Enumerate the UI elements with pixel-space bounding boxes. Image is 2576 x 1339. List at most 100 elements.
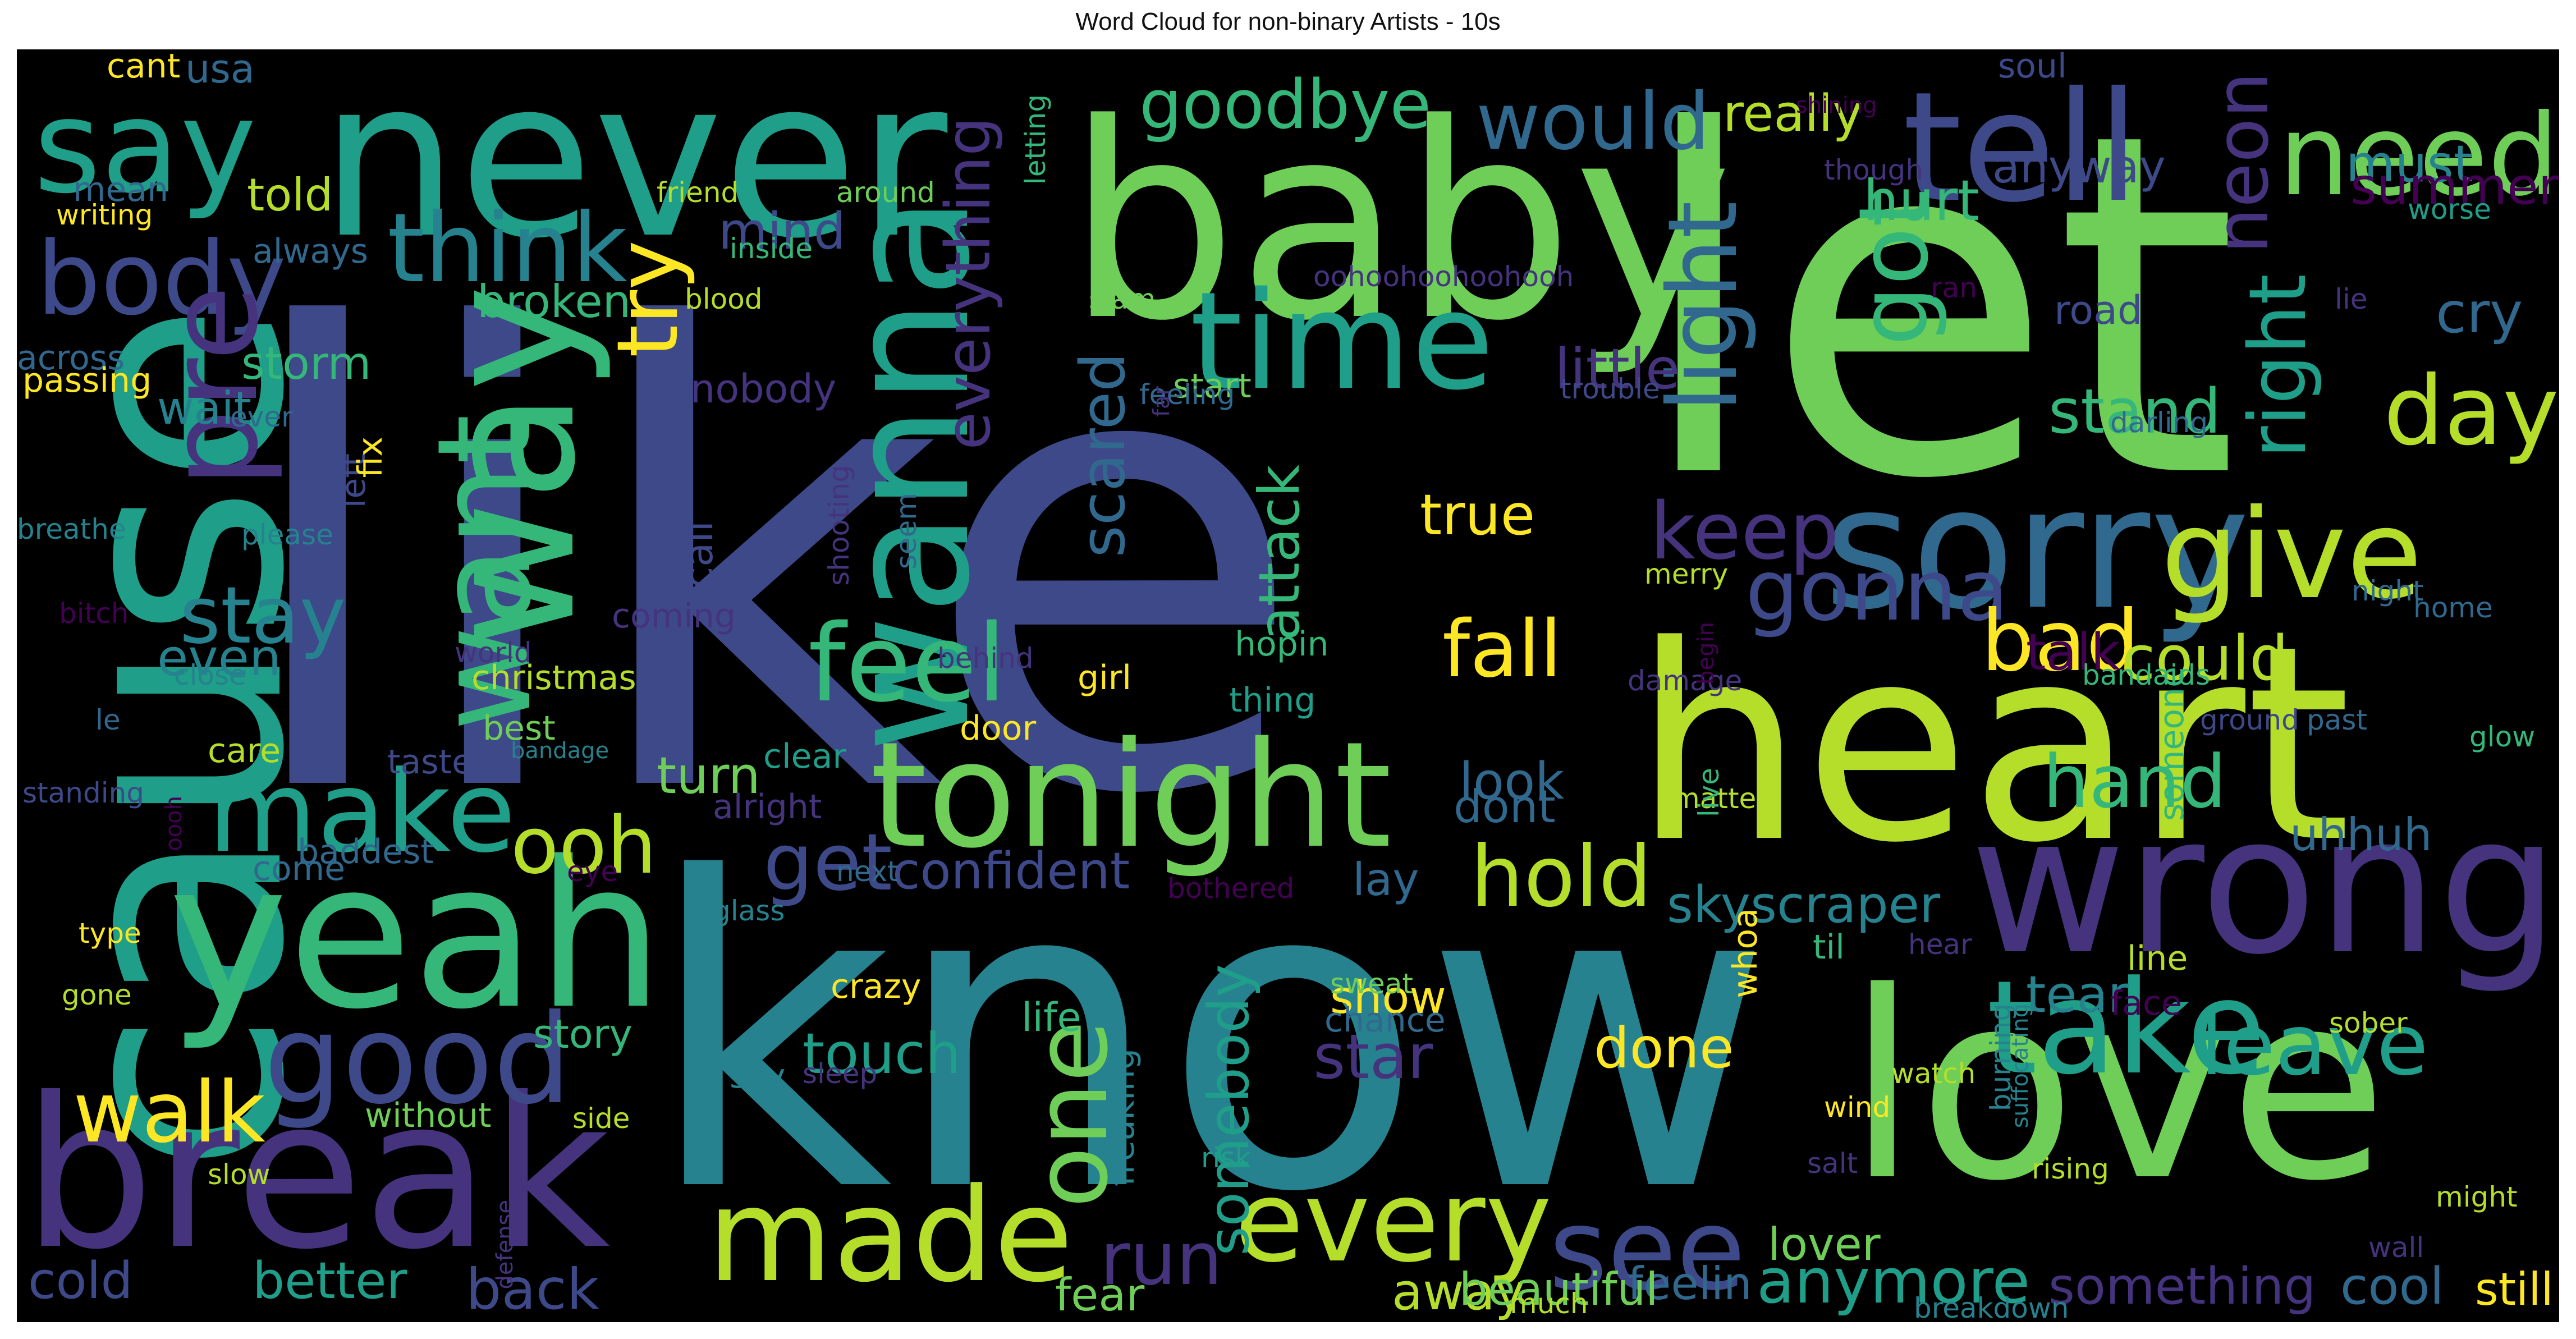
- word-damage: damage: [1628, 664, 1743, 697]
- word-christmas: christmas: [471, 658, 636, 698]
- word-type: type: [79, 917, 141, 950]
- word-love: love: [1846, 937, 2388, 1237]
- word-good: good: [264, 988, 572, 1131]
- word-nobody: nobody: [690, 366, 837, 412]
- word-uhhuh: uhhuh: [2290, 809, 2432, 861]
- word-soul: soul: [1998, 49, 2067, 86]
- word-face: face: [2110, 984, 2182, 1023]
- word-true: true: [1420, 482, 1535, 548]
- word-hopin: hopin: [1235, 625, 1329, 664]
- word-made: made: [707, 1161, 1074, 1311]
- word-must: must: [2346, 135, 2473, 194]
- word-feelin: feelin: [1628, 1258, 1752, 1310]
- word-defense: defense: [492, 1200, 518, 1290]
- word-start: start: [1173, 366, 1252, 406]
- word-thing: thing: [1229, 681, 1316, 720]
- word-really: really: [1723, 84, 1863, 143]
- word-look: look: [1459, 752, 1565, 811]
- word-lover: lover: [1768, 1218, 1881, 1271]
- word-merry: merry: [1644, 558, 1729, 590]
- word-touch: touch: [803, 1021, 961, 1086]
- word-inside: inside: [730, 232, 813, 265]
- word-say: say: [34, 72, 256, 222]
- word-best: best: [483, 709, 556, 748]
- word-everything: everything: [932, 117, 1004, 450]
- word-sleep: sleep: [803, 1057, 878, 1090]
- word-storm: storm: [241, 337, 372, 389]
- word-coming: coming: [612, 597, 736, 636]
- word-done: done: [1594, 1015, 1734, 1081]
- word-little: little: [1555, 336, 1680, 402]
- word-wait: wait: [157, 382, 252, 434]
- word-rising: rising: [2032, 1153, 2109, 1185]
- word-shooting: shooting: [823, 465, 855, 586]
- word-without: without: [365, 1096, 492, 1135]
- word-seem: seem: [890, 493, 923, 570]
- word-confident: confident: [892, 842, 1130, 901]
- word-time: time: [1190, 263, 1495, 420]
- word-tonight: tonight: [870, 711, 1392, 881]
- word-anymore: anymore: [1757, 1245, 2030, 1317]
- word-gonna: gonna: [1745, 542, 2009, 640]
- word-eye: eye: [567, 855, 618, 888]
- word-bitch: bitch: [59, 597, 129, 630]
- word-writing: writing: [56, 199, 153, 231]
- word-dont: dont: [1454, 781, 1556, 833]
- word-hold: hold: [1470, 828, 1652, 926]
- word-think: think: [387, 193, 627, 304]
- word-cool: cool: [2340, 1257, 2444, 1316]
- word-somebody: somebody: [1196, 964, 1262, 1256]
- word-would: would: [1476, 76, 1710, 168]
- word-mean: mean: [73, 170, 169, 209]
- word-risk: risk: [1201, 1141, 1252, 1174]
- word-call: call: [676, 521, 722, 589]
- word-beautiful: beautiful: [1459, 1263, 1658, 1315]
- word-slam: slam: [1089, 283, 1156, 315]
- word-across: across: [17, 338, 125, 378]
- word-broken: broken: [477, 276, 631, 328]
- word-take: take: [1987, 953, 2266, 1103]
- chart-title: Word Cloud for non-binary Artists - 10s: [1075, 8, 1501, 35]
- word-glass: glass: [713, 895, 785, 927]
- word-day: day: [2384, 356, 2559, 467]
- word-home: home: [2413, 591, 2493, 624]
- word-fear: fear: [1055, 1269, 1145, 1321]
- word-sorry: sorry: [1824, 451, 2250, 646]
- word-bandaids: bandaids: [2082, 659, 2211, 691]
- word-like: like: [230, 200, 1308, 932]
- word-side: side: [572, 1102, 630, 1135]
- word-bothered: bothered: [1167, 872, 1295, 905]
- word-baddest: baddest: [297, 832, 434, 872]
- word-care: care: [208, 731, 281, 771]
- word-attack: attack: [1246, 465, 1312, 641]
- word-live: live: [1693, 768, 1725, 818]
- word-glow: glow: [2469, 721, 2536, 753]
- word-til: til: [1813, 928, 1845, 967]
- word-fall: fall: [1442, 604, 1562, 695]
- word-scared: scared: [1067, 352, 1139, 558]
- word-walk: walk: [73, 1064, 266, 1162]
- word-wall: wall: [2368, 1231, 2424, 1264]
- word-back: back: [466, 1257, 599, 1322]
- word-line: line: [2127, 939, 2188, 978]
- word-watch: watch: [1891, 1057, 1976, 1090]
- word-sober: sober: [2329, 1007, 2408, 1039]
- word-lie: lie: [2335, 283, 2368, 315]
- word-cold: cold: [28, 1251, 133, 1310]
- word-darling: darling: [2110, 406, 2208, 439]
- word-run: run: [1100, 1216, 1223, 1301]
- word-anyway: anyway: [1992, 141, 2166, 193]
- word-alright: alright: [713, 787, 822, 827]
- word-wrong: wrong: [1970, 774, 2559, 997]
- word-let: let: [1633, 49, 2239, 582]
- word-heart: heart: [1633, 588, 2352, 902]
- word-letting: letting: [1019, 94, 1052, 185]
- word-passing: passing: [22, 361, 152, 400]
- word-yeah: yeah: [168, 818, 664, 1053]
- word-stand: stand: [2048, 375, 2221, 447]
- word-slow: slow: [208, 1158, 271, 1191]
- word-neon: neon: [2199, 72, 2285, 254]
- word-baby: baby: [1066, 66, 1733, 380]
- word-breakdown: breakdown: [1914, 1292, 2069, 1322]
- word-lay: lay: [1353, 854, 1419, 906]
